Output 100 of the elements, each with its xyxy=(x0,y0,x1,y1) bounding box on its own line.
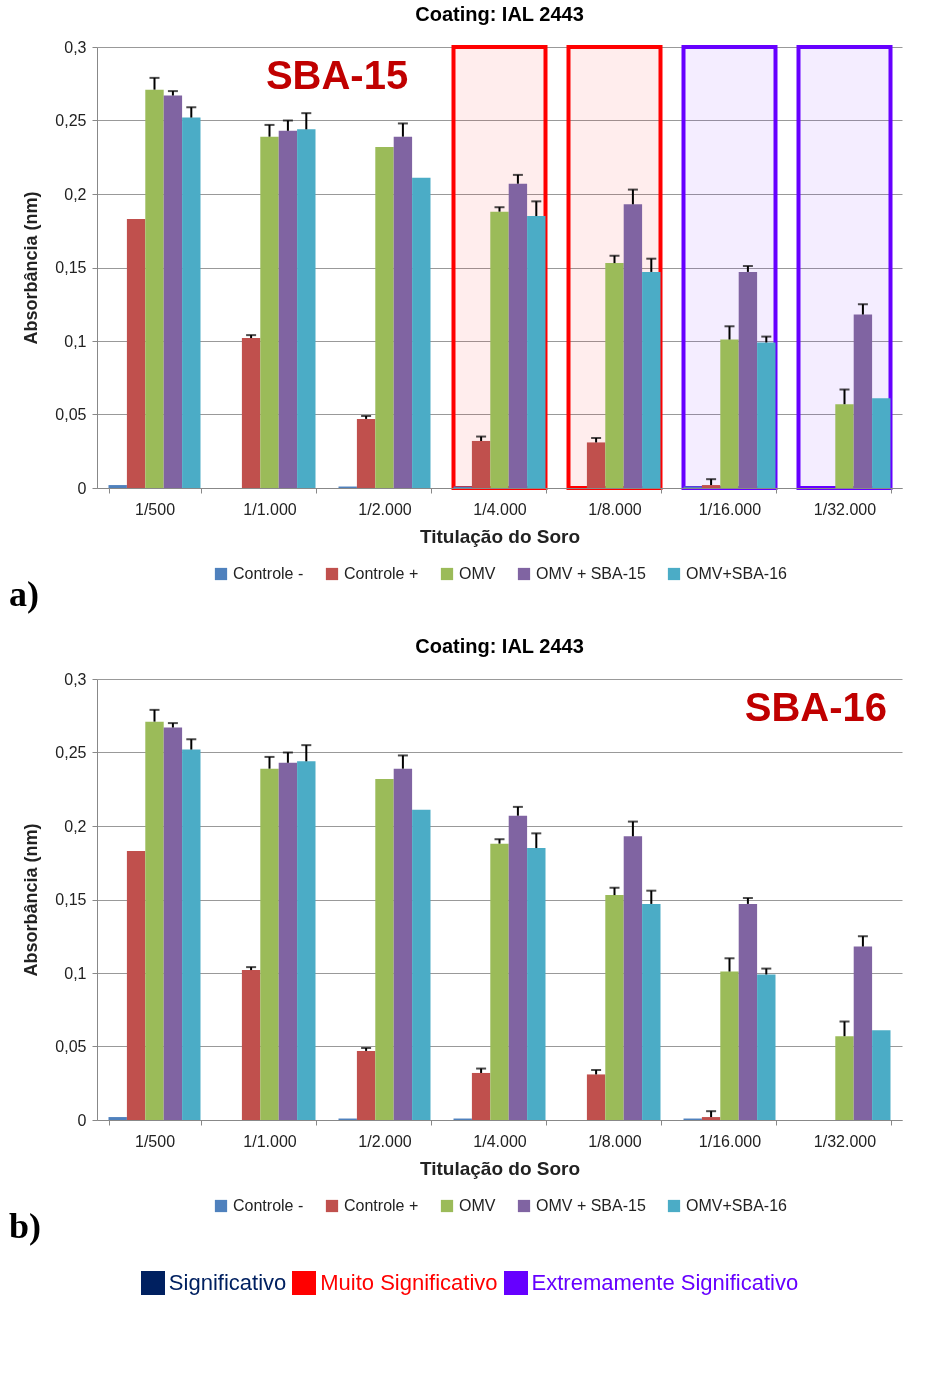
legend-label: OMV+SBA-16 xyxy=(686,1197,788,1214)
x-axis-title: Titulação do Soro xyxy=(419,525,581,547)
bar xyxy=(108,485,127,488)
bar xyxy=(508,815,528,1120)
y-tick-label: 0,15 xyxy=(55,891,87,908)
bar xyxy=(375,146,394,488)
annotation: SBA-15 xyxy=(265,53,409,97)
y-tick-label: 0,2 xyxy=(64,817,87,835)
bar xyxy=(241,970,261,1120)
bar xyxy=(738,903,758,1120)
x-tick-label: 1/8.000 xyxy=(588,1132,642,1150)
bar xyxy=(853,946,873,1120)
bar xyxy=(375,778,394,1120)
bar xyxy=(241,338,261,488)
x-tick-label: 1/2.000 xyxy=(358,500,412,518)
bar xyxy=(835,404,854,488)
y-tick-label: 0,2 xyxy=(64,185,87,203)
y-tick-label: 0 xyxy=(77,479,87,497)
x-axis-title: Titulação do Soro xyxy=(419,1157,581,1179)
y-tick-label: 0,3 xyxy=(64,38,87,56)
bar xyxy=(393,136,413,488)
bar xyxy=(260,136,279,488)
bar xyxy=(145,721,164,1120)
chart-title: Coating: IAL 2443 xyxy=(415,3,584,25)
legend-label: OMV + SBA-15 xyxy=(536,565,646,582)
bar xyxy=(757,342,776,488)
bar xyxy=(701,485,721,488)
bar xyxy=(182,749,201,1120)
bar xyxy=(738,271,758,488)
bar xyxy=(393,768,413,1120)
bar xyxy=(872,398,891,488)
bar xyxy=(126,850,146,1120)
legend-label: Controle - xyxy=(233,565,304,582)
bar xyxy=(757,974,776,1120)
x-tick-label: 1/16.000 xyxy=(698,500,762,518)
bar xyxy=(356,1050,376,1120)
text: Extremamente Significativo xyxy=(531,1270,799,1296)
y-tick-label: 0,25 xyxy=(55,112,87,129)
bar xyxy=(623,836,643,1120)
bar xyxy=(108,1117,127,1120)
bar xyxy=(586,1074,606,1120)
x-tick-label: 1/1.000 xyxy=(243,1132,297,1150)
y-tick-label: 0,1 xyxy=(64,964,87,982)
bar xyxy=(605,263,624,488)
text: Significativo xyxy=(168,1270,287,1296)
bar xyxy=(508,183,528,488)
x-tick-label: 1/500 xyxy=(134,500,176,518)
annotation: SBA-16 xyxy=(744,685,887,729)
y-axis-title: Absorbância (nm) xyxy=(21,191,42,345)
bar xyxy=(260,768,279,1120)
bar xyxy=(527,848,546,1120)
x-tick-label: 1/2.000 xyxy=(358,1132,412,1150)
bar xyxy=(126,218,146,488)
text: Muito Significativo xyxy=(320,1270,498,1296)
bar xyxy=(872,1030,891,1120)
bar xyxy=(527,216,546,488)
bar xyxy=(720,971,739,1120)
bar xyxy=(642,271,661,488)
text: b) xyxy=(9,1206,42,1246)
y-tick-label: 0,05 xyxy=(55,406,87,423)
bar xyxy=(835,1036,854,1120)
bar xyxy=(182,117,201,488)
x-tick-label: 1/4.000 xyxy=(473,500,527,518)
y-tick-label: 0,25 xyxy=(55,744,87,761)
bar xyxy=(145,89,164,488)
y-tick-label: 0,05 xyxy=(55,1038,87,1055)
bar xyxy=(701,1117,721,1120)
bar xyxy=(623,204,643,488)
bar xyxy=(278,762,298,1120)
x-tick-label: 1/500 xyxy=(134,1132,176,1150)
bar xyxy=(642,903,661,1120)
bar xyxy=(278,130,298,488)
y-tick-label: 0,15 xyxy=(55,259,87,276)
bar xyxy=(356,418,376,488)
y-tick-label: 0 xyxy=(77,1111,87,1129)
x-tick-label: 1/4.000 xyxy=(473,1132,527,1150)
y-tick-label: 0,1 xyxy=(64,332,87,350)
bar xyxy=(720,339,739,488)
legend-label: Controle + xyxy=(344,1197,419,1214)
y-axis-title: Absorbância (nm) xyxy=(21,823,42,977)
chart-title: Coating: IAL 2443 xyxy=(415,635,584,657)
x-tick-label: 1/32.000 xyxy=(813,1132,877,1150)
bar xyxy=(605,895,624,1120)
bar xyxy=(412,809,431,1120)
legend-label: Controle - xyxy=(233,1197,304,1214)
legend-label: OMV+SBA-16 xyxy=(686,565,788,582)
legend-label: OMV + SBA-15 xyxy=(536,1197,646,1214)
bar xyxy=(853,314,873,488)
x-tick-label: 1/16.000 xyxy=(698,1132,762,1150)
x-tick-label: 1/1.000 xyxy=(243,500,297,518)
x-tick-label: 1/32.000 xyxy=(813,500,877,518)
x-tick-label: 1/8.000 xyxy=(588,500,642,518)
legend-label: OMV xyxy=(459,1197,496,1214)
bar xyxy=(297,129,316,488)
legend-label: Controle + xyxy=(344,565,419,582)
bar xyxy=(297,761,316,1120)
bar xyxy=(412,177,431,488)
y-tick-label: 0,3 xyxy=(64,670,87,688)
bar xyxy=(586,442,606,488)
legend-label: OMV xyxy=(459,565,496,582)
